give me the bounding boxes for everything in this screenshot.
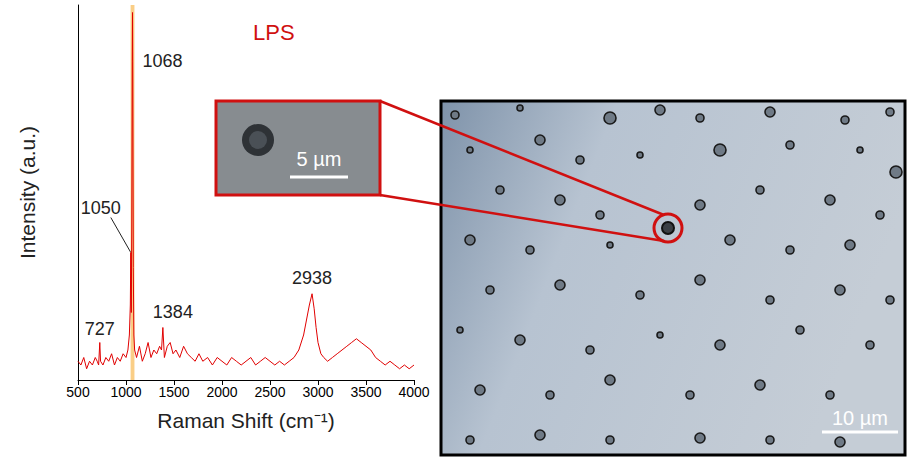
svg-text:1500: 1500 bbox=[158, 384, 189, 400]
svg-text:1384: 1384 bbox=[153, 302, 193, 322]
svg-text:2938: 2938 bbox=[292, 268, 332, 288]
svg-text:1000: 1000 bbox=[110, 384, 141, 400]
svg-text:4000: 4000 bbox=[398, 384, 429, 400]
svg-text:2000: 2000 bbox=[206, 384, 237, 400]
svg-text:500: 500 bbox=[66, 384, 90, 400]
svg-text:Intensity (a.u.): Intensity (a.u.) bbox=[16, 126, 39, 259]
svg-text:3000: 3000 bbox=[302, 384, 333, 400]
svg-text:1050: 1050 bbox=[81, 198, 121, 218]
svg-text:3500: 3500 bbox=[350, 384, 381, 400]
svg-text:2500: 2500 bbox=[254, 384, 285, 400]
svg-text:1068: 1068 bbox=[143, 51, 183, 71]
svg-text:727: 727 bbox=[85, 319, 115, 339]
svg-text:Raman Shift (cm⁻¹): Raman Shift (cm⁻¹) bbox=[157, 409, 334, 432]
svg-text:LPS: LPS bbox=[253, 20, 295, 45]
svg-text:5 µm: 5 µm bbox=[297, 148, 342, 170]
svg-text:10 µm: 10 µm bbox=[832, 407, 888, 429]
